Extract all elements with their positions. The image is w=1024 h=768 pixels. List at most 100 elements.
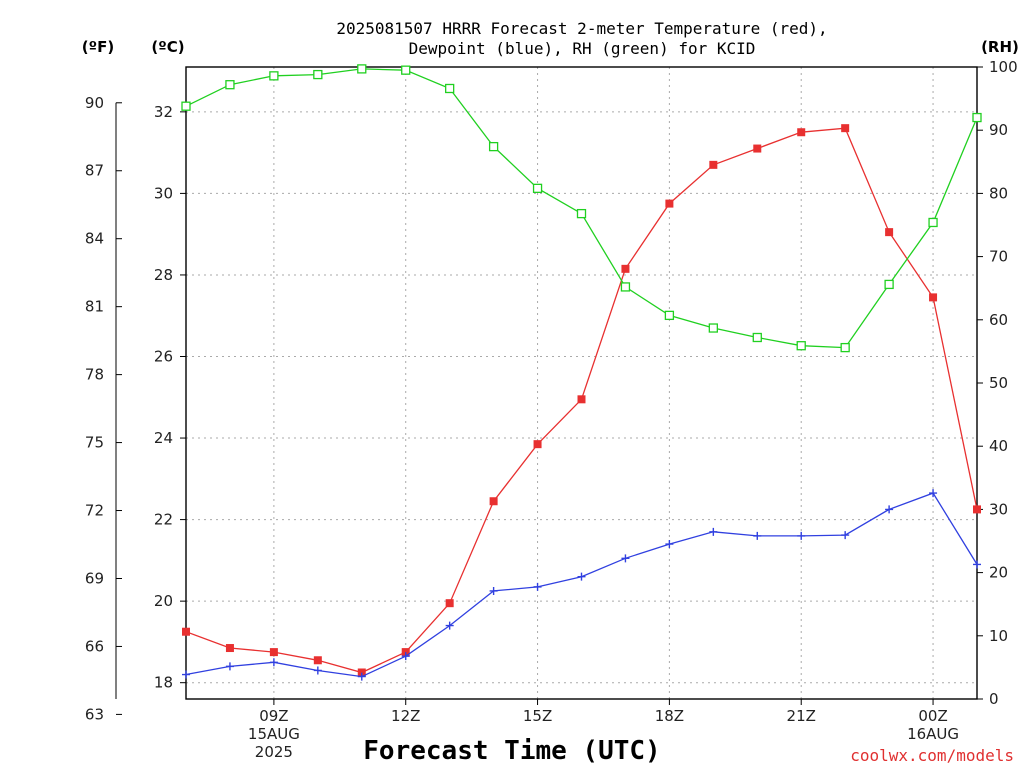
rh-tick-label: 80: [989, 184, 1008, 202]
series-point-1: [929, 489, 938, 498]
series-point-0: [489, 497, 498, 506]
series-point-1: [577, 572, 586, 581]
celsius-axis-unit: (ºC): [151, 38, 184, 56]
fahrenheit-tick-label: 84: [85, 230, 104, 248]
series-point-0: [182, 627, 190, 636]
series-point-0: [577, 395, 586, 404]
series-point-1: [885, 505, 894, 514]
rh-tick-label: 10: [989, 627, 1008, 645]
series-point-1: [489, 586, 498, 595]
series-point-0: [929, 293, 938, 302]
rh-axis-unit: (RH): [981, 38, 1019, 56]
celsius-tick-label: 26: [154, 347, 173, 365]
x-tick-label: 12Z: [391, 707, 420, 725]
rh-tick-label: 0: [989, 690, 999, 708]
series-point-0: [225, 644, 234, 653]
series-point-1: [841, 531, 850, 540]
series-point-0: [401, 648, 410, 657]
x-tick-label: 15AUG: [248, 725, 300, 743]
x-tick-label: 16AUG: [907, 725, 959, 743]
series-point-1: [445, 621, 454, 630]
series-point-2: [576, 208, 587, 219]
series-point-2: [225, 80, 235, 90]
series-point-0: [841, 124, 850, 133]
series-point-2: [488, 141, 499, 152]
series-point-1: [533, 582, 542, 591]
series-point-2: [972, 112, 982, 123]
series-point-2: [796, 341, 806, 351]
series-point-2: [313, 69, 323, 80]
series-point-1: [973, 560, 981, 569]
series-point-0: [621, 264, 630, 273]
series-point-1: [313, 666, 322, 675]
series-point-0: [753, 144, 762, 153]
series-point-1: [269, 658, 278, 667]
series-point-2: [357, 64, 367, 74]
chart-title-line2: Dewpoint (blue), RH (green) for KCID: [409, 39, 756, 58]
rh-tick-label: 60: [989, 311, 1008, 329]
fahrenheit-tick-label: 63: [85, 705, 104, 723]
celsius-tick-label: 32: [154, 103, 173, 121]
series-point-1: [401, 652, 410, 661]
chart-title-line1: 2025081507 HRRR Forecast 2-meter Tempera…: [336, 19, 827, 38]
series-point-0: [269, 648, 278, 657]
celsius-tick-label: 24: [154, 429, 173, 447]
credit-text: coolwx.com/models: [850, 746, 1014, 765]
series-point-0: [313, 656, 322, 665]
series-point-0: [797, 128, 806, 137]
series-point-2: [401, 65, 411, 75]
series-point-0: [973, 505, 981, 514]
series-point-2: [840, 342, 850, 353]
fahrenheit-tick-label: 75: [85, 434, 104, 452]
celsius-tick-label: 28: [154, 266, 173, 284]
grid-lines: [186, 67, 977, 699]
series-point-1: [753, 531, 762, 540]
series-point-2: [181, 101, 191, 111]
series-point-1: [709, 527, 718, 536]
series-line-1: [185, 492, 978, 678]
series-point-0: [445, 599, 454, 608]
celsius-tick-label: 22: [154, 511, 173, 529]
x-tick-label: 09Z: [259, 707, 288, 725]
rh-tick-label: 100: [989, 58, 1018, 76]
rh-tick-label: 40: [989, 437, 1008, 455]
x-axis-label: Forecast Time (UTC): [363, 736, 660, 766]
series-point-0: [885, 228, 894, 237]
x-tick-label: 00Z: [918, 707, 947, 725]
series-point-2: [620, 282, 631, 292]
x-tick-label: 15Z: [523, 707, 552, 725]
rh-tick-label: 50: [989, 374, 1008, 392]
rh-tick-label: 20: [989, 564, 1008, 582]
fahrenheit-tick-label: 90: [85, 94, 104, 112]
fahrenheit-axis-unit: (ºF): [82, 38, 114, 56]
series-point-2: [752, 332, 762, 343]
series-point-0: [357, 668, 366, 677]
series-point-1: [665, 540, 674, 549]
series-point-1: [797, 531, 806, 540]
celsius-tick-label: 20: [154, 592, 173, 610]
celsius-tick-label: 18: [154, 674, 173, 692]
series-point-1: [621, 554, 630, 563]
series-point-2: [884, 279, 894, 290]
series-line-2: [185, 68, 978, 349]
fahrenheit-tick-label: 87: [85, 162, 104, 180]
series-point-2: [445, 83, 455, 94]
series-point-0: [533, 440, 542, 449]
celsius-tick-label: 30: [154, 184, 173, 202]
series-point-2: [928, 217, 938, 228]
series-point-0: [665, 199, 674, 208]
rh-tick-label: 30: [989, 500, 1008, 518]
fahrenheit-tick-label: 66: [85, 637, 104, 655]
fahrenheit-tick-label: 81: [85, 298, 104, 316]
series-point-2: [532, 183, 543, 193]
rh-tick-label: 90: [989, 121, 1008, 139]
x-tick-label: 21Z: [787, 707, 816, 725]
data-series: [181, 64, 982, 681]
series-point-2: [708, 323, 718, 333]
series-point-1: [182, 670, 190, 679]
rh-tick-label: 70: [989, 248, 1008, 266]
x-tick-label: 2025: [255, 743, 293, 761]
x-tick-label: 18Z: [655, 707, 684, 725]
fahrenheit-tick-label: 78: [85, 366, 104, 384]
